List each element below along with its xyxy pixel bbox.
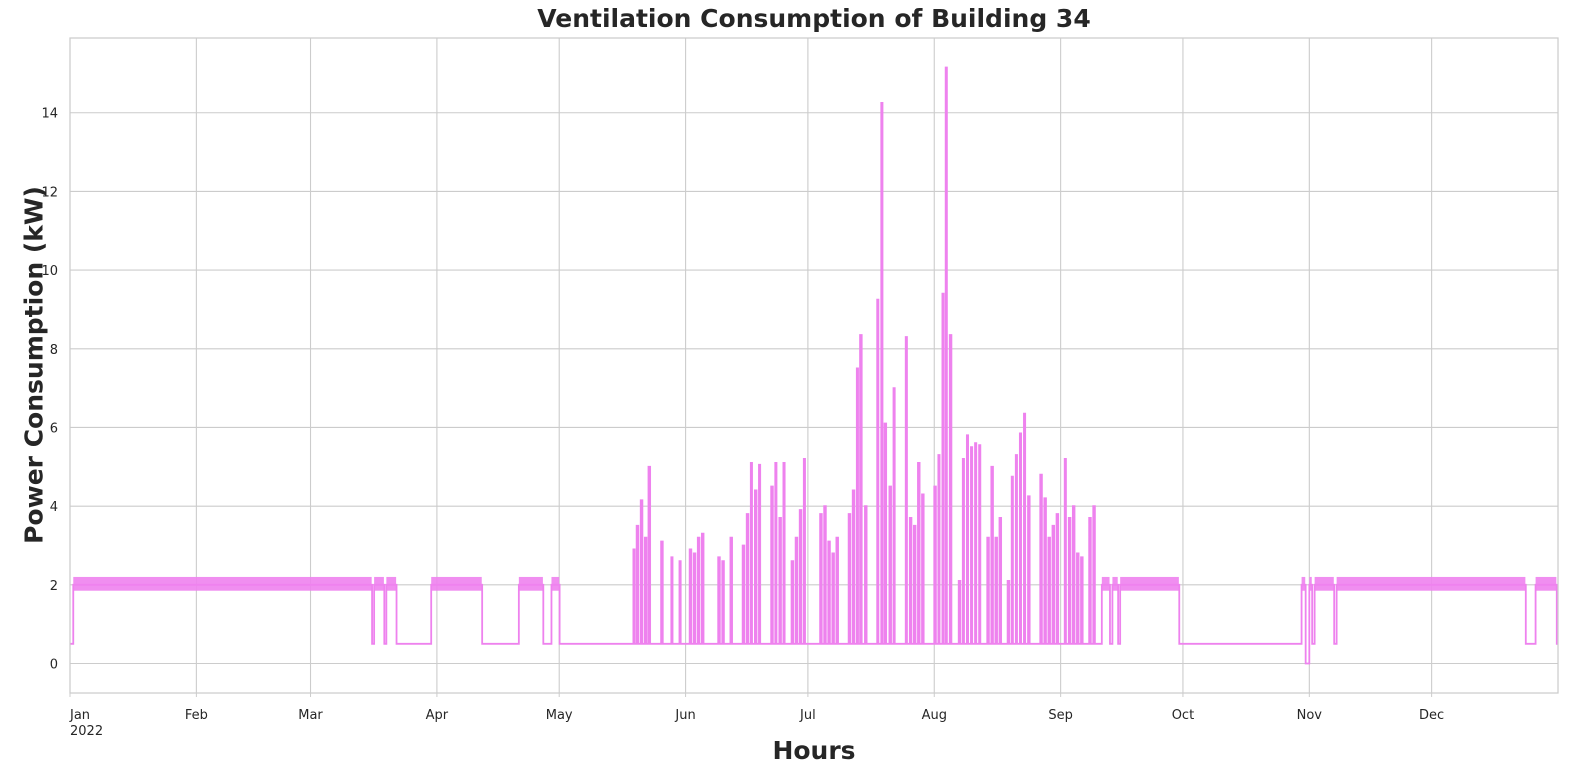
x-tick-label: Mar	[298, 708, 323, 723]
x-tick-label: Dec	[1419, 708, 1444, 723]
series-band	[73, 576, 372, 591]
series-band	[1112, 576, 1118, 591]
x-tick-label: Apr	[426, 708, 449, 723]
x-tick-label: Nov	[1297, 708, 1323, 723]
chart-title: Ventilation Consumption of Building 34	[537, 4, 1091, 33]
x-tick-label: Feb	[185, 708, 208, 723]
y-tick-label: 10	[41, 264, 58, 279]
x-tick-label: Jul	[799, 708, 816, 723]
series-band	[431, 576, 482, 591]
series-band	[1314, 576, 1334, 591]
series-line	[70, 66, 1558, 665]
y-tick-label: 12	[41, 185, 58, 200]
y-tick-label: 14	[41, 107, 58, 122]
x-year-label: 2022	[70, 724, 103, 739]
series-band	[374, 576, 384, 591]
x-tick-label: Aug	[922, 708, 947, 723]
y-tick-label: 2	[50, 579, 58, 594]
y-tick-label: 6	[50, 421, 58, 436]
x-axis-ticks: Jan Feb Mar Apr May Jun Jul Aug Sep Oct Nov Dec 2022	[69, 693, 1444, 739]
y-tick-label: 4	[50, 500, 58, 515]
x-tick-label: May	[546, 708, 573, 723]
series-band	[1535, 576, 1557, 591]
series-band	[551, 576, 560, 591]
series-band	[1120, 576, 1179, 591]
y-axis-ticks: 0 2 4 6 8 10 12 14	[41, 107, 58, 673]
series-band	[1309, 576, 1312, 591]
y-tick-label: 8	[50, 343, 58, 358]
series-layer	[70, 66, 1558, 665]
x-tick-label: Jan	[69, 708, 90, 723]
y-tick-label: 0	[50, 657, 58, 672]
x-tick-label: Jun	[674, 708, 695, 723]
series-band	[1101, 576, 1110, 591]
x-axis-label: Hours	[772, 736, 856, 765]
grid	[70, 38, 1558, 693]
x-tick-label: Sep	[1048, 708, 1073, 723]
series-band	[1336, 576, 1526, 591]
x-tick-label: Oct	[1172, 708, 1194, 723]
series-band	[386, 576, 397, 591]
plot-frame	[69, 37, 1559, 694]
series-band	[518, 576, 543, 591]
series-band	[1301, 576, 1306, 591]
